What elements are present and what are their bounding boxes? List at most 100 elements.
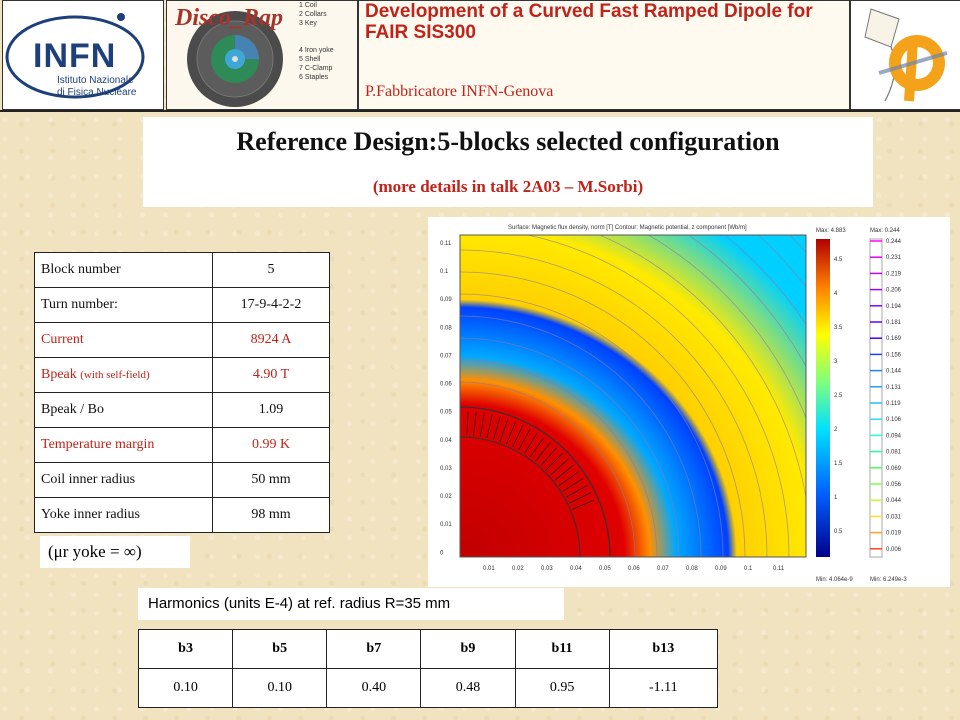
legend-item: 6 Staples: [299, 74, 329, 81]
param-row: Bpeak / Bo 1.09: [34, 392, 330, 428]
param-row: Coil inner radius 50 mm: [34, 462, 330, 498]
y-axis-ticks: 0.11 0.1 0.09 0.08 0.07 0.06 0.05 0.04 0.03 0.02 0…: [440, 241, 452, 556]
coil-turn: [499, 418, 509, 442]
param-label-text: Temperature margin: [41, 437, 155, 452]
contour-arc: [460, 315, 702, 557]
contour-arc: [460, 249, 768, 557]
colorbar-right-tick: 0.106: [886, 417, 902, 423]
contour-arc: [460, 293, 724, 557]
colorbar-right-tick: 0.144: [886, 369, 902, 375]
mu-yoke-note: (μr yoke = ∞): [40, 536, 190, 568]
param-value: 98 mm: [212, 497, 330, 533]
param-label-text: Block number: [41, 262, 121, 277]
colorbar-left-tick: 1: [834, 495, 838, 501]
infn-sub-line-1: Istituto Nazionale: [57, 75, 134, 86]
colorbar-right-tick: 0.019: [886, 531, 902, 537]
y-tick-label: 0: [440, 550, 444, 556]
max-left: Max: 4.883: [816, 228, 846, 234]
y-tick-label: 0.1: [440, 269, 449, 275]
coil-turn: [554, 464, 574, 481]
colorbar-right-tick: 0.231: [886, 255, 902, 261]
harmonic-value: 0.10: [137, 668, 234, 708]
legend-item: 3 Key: [299, 20, 317, 27]
infn-sub-line-2: di Fisica Nucleare: [57, 87, 137, 98]
x-tick-label: 0.05: [599, 566, 611, 572]
param-label: Block number: [34, 252, 213, 288]
contour-arc: [647, 235, 806, 419]
coil-turn: [479, 412, 485, 437]
header-banner: INFN Istituto Nazionale di Fisica Nuclea…: [0, 0, 960, 112]
param-label: Bpeak / Bo: [34, 392, 213, 428]
x-axis-ticks: 0.01 0.02 0.03 0.04 0.05 0.06 0.07 0.08 0.09 0.1 0…: [483, 566, 785, 572]
coil-turn: [493, 416, 501, 440]
harmonics-header-row: b3 b5 b7 b9 b11 b13: [137, 629, 719, 669]
y-tick-label: 0.02: [440, 494, 452, 500]
contour-arc: [598, 235, 806, 501]
harmonic-header: b13: [608, 629, 719, 669]
coil-turn: [562, 478, 584, 492]
coil-inner-boundary: [460, 436, 581, 557]
field-surface: [460, 235, 806, 557]
coil-turn: [535, 442, 551, 462]
param-row: Temperature margin 0.99 K: [34, 427, 330, 463]
coil-turn: [466, 411, 469, 436]
min-right: Min: 6.249e-3: [870, 577, 907, 583]
coil-turn: [473, 411, 477, 436]
reference-design-box: Reference Design:5-blocks selected confi…: [143, 117, 873, 207]
param-value: 4.90 T: [212, 357, 330, 393]
coil-turn: [529, 437, 545, 458]
kite-logo-graphic: [864, 8, 948, 102]
x-tick-label: 0.04: [570, 566, 582, 572]
colorbar-left-tick: 0.5: [834, 529, 843, 535]
coil-turn: [524, 432, 538, 454]
colorbar-left-tick: 3.5: [834, 325, 843, 331]
slide-title: Reference Design:5-blocks selected confi…: [236, 127, 780, 156]
colorbar-left-tick: 4.5: [834, 257, 843, 263]
contour-arc: [724, 235, 806, 326]
contour-arc: [688, 235, 806, 368]
coil-turn: [566, 485, 588, 498]
field-map-plot: Surface: Magnetic flux density, norm [T]…: [428, 217, 950, 587]
param-row: Bpeak (with self-field) 4.90 T: [34, 357, 330, 393]
param-label: Turn number:: [34, 287, 213, 323]
param-label: Yoke inner radius: [34, 497, 213, 533]
harmonic-header: b7: [326, 629, 422, 669]
colorbar-right-tick: 0.119: [886, 401, 901, 407]
coil-turn: [518, 428, 531, 451]
param-label-text: Bpeak / Bo: [41, 402, 104, 417]
y-tick-label: 0.06: [440, 382, 452, 388]
yoke-boundary: [460, 406, 611, 557]
param-value: 17-9-4-2-2: [212, 287, 330, 323]
coil-turn: [569, 492, 592, 504]
colorbar-right-tick: 0.006: [886, 547, 902, 553]
colorbar-right-tick: 0.056: [886, 482, 902, 488]
param-row: Yoke inner radius 98 mm: [34, 497, 330, 533]
harmonic-value: 0.95: [514, 668, 610, 708]
param-value: 1.09: [212, 392, 330, 428]
contour-arc: [460, 359, 658, 557]
colorbar-left-tick: 4: [834, 291, 838, 297]
x-tick-label: 0.03: [541, 566, 553, 572]
y-tick-label: 0.08: [440, 325, 452, 331]
legend-item: 7 C-Clamp: [299, 65, 333, 72]
param-label-note: (with self-field): [80, 369, 150, 381]
param-label-text: Yoke inner radius: [41, 507, 140, 522]
presentation-title: Development of a Curved Fast Ramped Dipo…: [365, 1, 813, 43]
param-label-text: Coil inner radius: [41, 472, 136, 487]
y-tick-label: 0.03: [440, 466, 452, 472]
param-value: 5: [212, 252, 330, 288]
colorbar-right-tick: 0.031: [886, 514, 902, 520]
harmonic-value: 0.48: [420, 668, 516, 708]
colorbar-left-tick: 1.5: [834, 461, 843, 467]
colorbar-right-tick: 0.219: [886, 271, 902, 277]
coil-turn: [512, 425, 524, 448]
param-label: Current: [34, 322, 213, 358]
x-tick-label: 0.07: [657, 566, 669, 572]
colorbar-right-tick: 0.194: [886, 304, 902, 310]
infn-logo-graphic: [5, 13, 145, 99]
harmonic-header: b3: [137, 629, 234, 669]
param-label: Bpeak (with self-field): [34, 357, 213, 393]
param-value: 50 mm: [212, 462, 330, 498]
colorbar-right-tick: 0.094: [886, 433, 902, 439]
contour-arc: [757, 235, 806, 288]
